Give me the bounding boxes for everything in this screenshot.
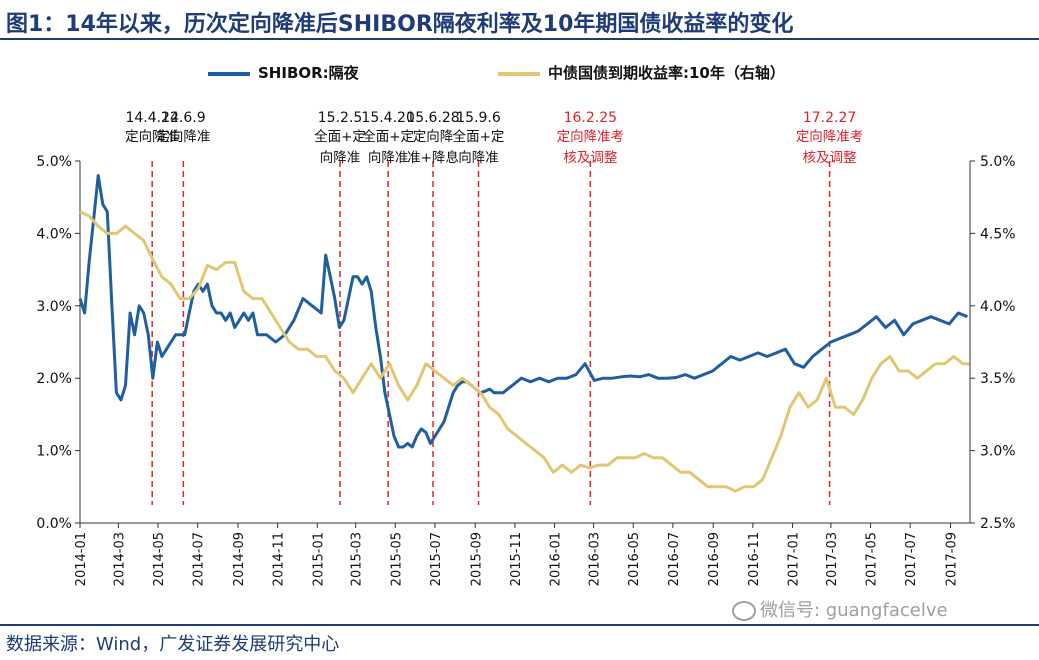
- right-tick-label: 3.0%: [980, 444, 1016, 460]
- footer-divider: [0, 624, 1039, 626]
- legend-bond-label: 中债国债到期收益率:10年（右轴）: [548, 64, 785, 82]
- title-bar: 图1：14年以来，历次定向降准后SHIBOR隔夜利率及10年期国债收益率的变化: [0, 0, 1039, 38]
- x-tick-label: 2014-07: [192, 532, 207, 586]
- series-line-bond: [79, 210, 970, 493]
- event-desc-label: 向降准: [320, 150, 361, 166]
- event-date-label: 16.2.25: [564, 110, 617, 126]
- x-tick-label: 2015-11: [509, 532, 524, 586]
- event-desc-label: 全面+定: [314, 128, 366, 145]
- event-desc-label: 定向降准考: [796, 129, 864, 145]
- right-tick-label: 2.5%: [980, 516, 1016, 532]
- event-date-label: 15.9.6: [456, 110, 501, 126]
- source-note: 数据来源：Wind，广发证券发展研究中心: [6, 634, 340, 655]
- right-tick-label: 5.0%: [980, 154, 1016, 170]
- x-tick-label: 2015-07: [429, 532, 444, 586]
- x-tick-label: 2017-03: [825, 532, 840, 586]
- page-title: 图1：14年以来，历次定向降准后SHIBOR隔夜利率及10年期国债收益率的变化: [6, 12, 794, 37]
- event-date-label: 15.6.28: [406, 110, 459, 126]
- right-tick-label: 3.5%: [980, 371, 1016, 387]
- right-tick-label: 4.5%: [980, 226, 1016, 242]
- watermark: 微信号: guangfacelve: [732, 596, 948, 622]
- event-desc-label: 核及调整: [803, 150, 857, 166]
- event-desc-label: 定向降: [413, 129, 454, 145]
- x-tick-label: 2014-03: [112, 532, 127, 586]
- event-desc-label: 向降准: [368, 150, 409, 166]
- x-tick-label: 2016-01: [549, 532, 564, 586]
- left-tick-label: 1.0%: [36, 444, 72, 460]
- title-divider: [0, 38, 1039, 40]
- legend-shibor: SHIBOR:隔夜: [208, 62, 359, 83]
- watermark-text: 微信号: guangfacelve: [760, 600, 948, 621]
- left-tick-label: 5.0%: [36, 154, 72, 170]
- x-tick-label: 2017-07: [904, 532, 919, 586]
- event-desc-label: 准+降息: [407, 149, 459, 166]
- x-tick-label: 2016-11: [747, 532, 762, 586]
- wechat-icon: [732, 601, 756, 621]
- legend-shibor-swatch: [208, 71, 250, 76]
- x-tick-label: 2015-03: [350, 532, 365, 586]
- legend-shibor-label: SHIBOR:隔夜: [258, 64, 359, 82]
- left-tick-label: 0.0%: [36, 516, 72, 532]
- series-line-shibor: [78, 174, 968, 449]
- event-date-label: 15.4.20: [361, 110, 414, 126]
- event-desc-label: 定向降准: [156, 129, 210, 145]
- event-desc-label: 全面+定: [453, 128, 505, 145]
- x-tick-label: 2016-03: [588, 532, 603, 586]
- x-tick-label: 2015-05: [389, 532, 404, 586]
- x-tick-label: 2016-09: [707, 532, 722, 586]
- x-tick-label: 2014-11: [272, 532, 287, 586]
- x-tick-label: 2014-05: [152, 532, 167, 586]
- x-tick-label: 2017-01: [787, 532, 802, 586]
- event-date-label: 14.6.9: [161, 110, 206, 126]
- x-tick-label: 2014-01: [74, 532, 89, 586]
- event-desc-label: 向降准: [458, 150, 499, 166]
- legend-bond: 中债国债到期收益率:10年（右轴）: [498, 62, 785, 83]
- event-date-label: 17.2.27: [803, 110, 856, 126]
- x-tick-label: 2015-09: [469, 532, 484, 586]
- x-tick-label: 2017-05: [865, 532, 880, 586]
- legend-bond-swatch: [498, 71, 540, 76]
- left-tick-label: 4.0%: [36, 226, 72, 242]
- event-date-label: 14.4.22: [125, 110, 178, 126]
- left-tick-label: 3.0%: [36, 299, 72, 315]
- x-tick-label: 2016-05: [627, 532, 642, 586]
- x-tick-label: 2014-09: [232, 532, 247, 586]
- left-tick-label: 2.0%: [36, 371, 72, 387]
- x-tick-label: 2015-01: [311, 532, 326, 586]
- event-date-label: 15.2.5: [318, 110, 363, 126]
- event-desc-label: 核及调整: [563, 150, 617, 166]
- event-desc-label: 定向降准考: [557, 129, 625, 145]
- event-desc-label: 定向降准: [125, 129, 179, 145]
- right-tick-label: 4.0%: [980, 299, 1016, 315]
- x-tick-label: 2017-09: [944, 532, 959, 586]
- x-tick-label: 2016-07: [667, 532, 682, 586]
- event-desc-label: 全面+定: [362, 128, 414, 145]
